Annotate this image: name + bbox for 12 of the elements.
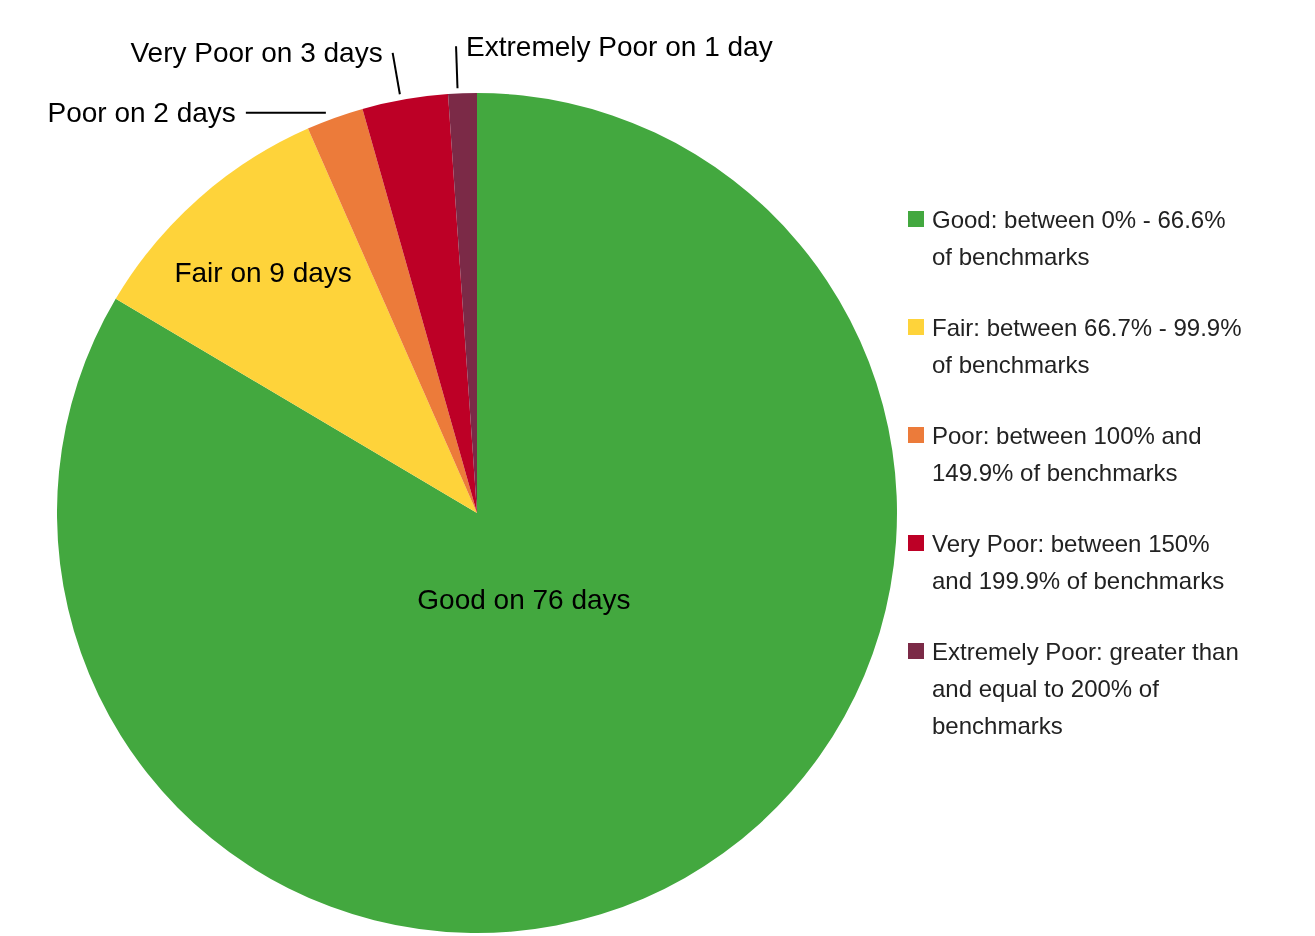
pie-slice [115, 128, 477, 513]
data-label: Very Poor on 3 days [130, 37, 383, 69]
data-label: Good on 76 days [417, 583, 631, 615]
legend-label: Extremely Poor: greater than and equal to 200% of benchmarks [932, 636, 1240, 741]
pie-slice [362, 94, 477, 513]
legend-label: Fair: between 66.7% - 99.9% of benchmarks [932, 312, 1243, 380]
legend-label: Poor: between 100% and 149.9% of benchmarks [932, 420, 1203, 488]
legend-label: Very Poor: between 150% and 199.9% of benchmarks [932, 528, 1226, 596]
data-label: Extremely Poor on 1 day [466, 30, 773, 62]
legend-label: Good: between 0% - 66.6% of benchmarks [932, 204, 1227, 272]
data-label: Fair on 9 days [174, 256, 352, 288]
data-label: Poor on 2 days [47, 97, 236, 129]
